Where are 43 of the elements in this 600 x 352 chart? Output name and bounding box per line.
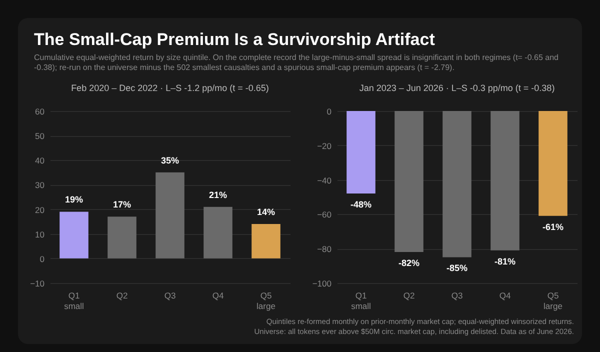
y-tick-label: 40 (35, 156, 45, 166)
y-tick-label: 0 (40, 254, 45, 264)
x-tick-label: Q5 large (256, 290, 276, 311)
data-label: 19% (64, 194, 84, 205)
data-label: -81% (494, 256, 516, 266)
data-label: 17% (112, 200, 132, 210)
data-label: -61% (542, 222, 564, 232)
y-tick-label: 20 (35, 204, 45, 215)
y-tick-label: −10 (30, 278, 45, 288)
data-label: -85% (446, 263, 468, 274)
bar (252, 224, 280, 258)
bar (108, 216, 136, 258)
data-label: 21% (208, 190, 228, 200)
text: The Small-Cap Premium Is a Survivorship Artifact (34, 30, 436, 50)
chart-title: Feb 2020 – Dec 2022 · L–S -1.2 pp/mo (t = -0.65) (71, 83, 269, 93)
data-label: 35% (160, 155, 180, 166)
y-tick-label: −20 (317, 140, 332, 151)
bar (204, 206, 232, 258)
x-tick-label: Q1 small (64, 290, 84, 311)
bar (60, 212, 88, 258)
data-label: -48% (350, 200, 372, 210)
x-tick-label: Q2 (403, 290, 415, 300)
y-tick-label: −100 (312, 278, 332, 288)
y-tick-label: −60 (317, 210, 332, 220)
x-tick-label: Q4 (212, 290, 224, 300)
chart-title: Jan 2023 – Jun 2026 · L–S -0.3 pp/mo (t = -0.38) (359, 83, 555, 93)
x-tick-label: Q3 (164, 290, 176, 300)
y-tick-label: 60 (35, 106, 45, 116)
x-tick-label: Q4 (499, 290, 511, 300)
y-tick-label: 10 (35, 229, 45, 240)
text: Cumulative equal-weighted return by size quintile. On the complete record the large-minus-small spread is insignificant in both regimes (t= -0.65 and -0.38); re-run on the universe minus the 502 smallest causalties and a spurious small-cap premium appears (t = -2.79). (34, 53, 560, 73)
bar (156, 172, 184, 258)
y-tick-label: −40 (317, 175, 332, 186)
x-tick-label: Q1 small (351, 290, 372, 311)
x-tick-label: Q2 (116, 290, 128, 300)
data-label: 14% (256, 207, 276, 218)
y-tick-label: 30 (35, 180, 45, 190)
x-tick-label: Q3 (451, 290, 463, 300)
data-label: -82% (398, 258, 420, 268)
y-tick-label: −80 (317, 244, 332, 254)
x-tick-label: Q5 large (544, 290, 563, 311)
y-tick-label: 50 (35, 131, 45, 142)
y-tick-label: 0 (326, 106, 332, 116)
